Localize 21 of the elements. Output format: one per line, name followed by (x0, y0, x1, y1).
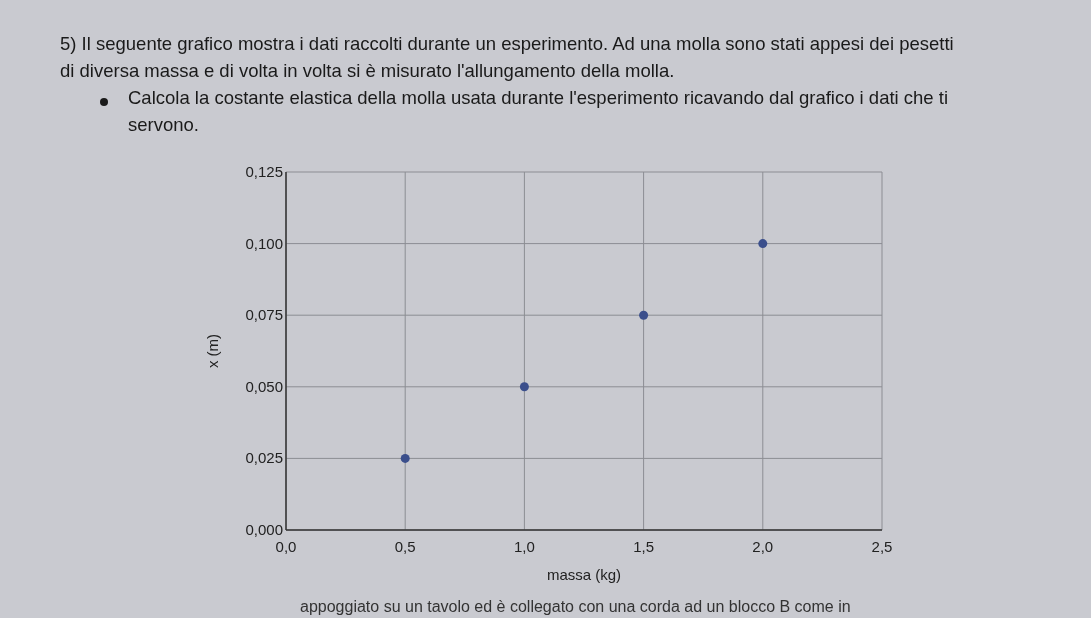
point (400, 453, 410, 463)
x-tick-label: 0,0 (275, 538, 297, 555)
x-tick-label: 0,5 (394, 538, 416, 555)
x-tick-label: 1,0 (513, 538, 535, 555)
y-axis-title: x (m) (204, 333, 221, 369)
y-tick-label: 0,075 (245, 306, 283, 324)
point (639, 310, 649, 320)
x-tick-label: 2,5 (871, 538, 893, 555)
y-tick-label: 0,050 (245, 377, 283, 395)
chart-subtitle: Calcola la costante elastica della molla usata durante l'esperimento ricavando dal grafico i dati che ti servono. (128, 86, 950, 137)
point (758, 239, 768, 249)
y-tick-label: 0,100 (245, 234, 283, 252)
y-tick-label: 0,025 (245, 449, 283, 467)
x-tick-label: 1,5 (633, 538, 655, 555)
x-tick-label: 2,0 (752, 538, 774, 555)
y-tick-label: 0,000 (245, 521, 283, 538)
text: appoggiato su un tavolo ed è collegato con una corda ad un blocco B come in (300, 598, 851, 615)
y-tick-label: 0,125 (245, 163, 283, 180)
chart-title: 5) Il seguente grafico mostra i dati raccolti durante un esperimento. Ad una molla sono stati appesi dei pesetti di diversa massa e di volta in volta si è misurato l'allungamento della molla. (60, 32, 955, 83)
point (519, 382, 529, 392)
x-axis-title: massa (kg) (546, 566, 622, 583)
